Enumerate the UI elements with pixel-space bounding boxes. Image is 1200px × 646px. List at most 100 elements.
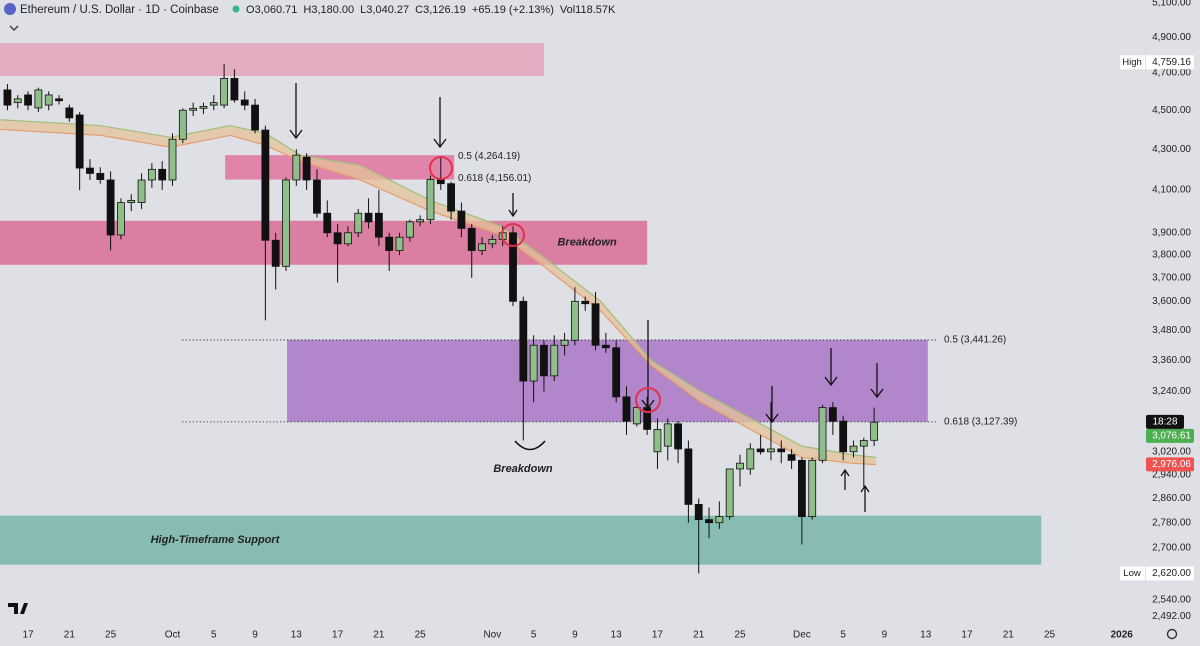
candle-body (550, 344, 559, 377)
candle-body (519, 300, 528, 382)
candle-body (560, 339, 569, 346)
x-tick-label: 21 (1003, 630, 1015, 641)
candle-body (777, 448, 786, 453)
y-tick-label: 4,700.00 (1152, 68, 1191, 79)
x-tick-label: 9 (882, 630, 888, 641)
price-tag (1146, 428, 1194, 443)
candle-body (44, 94, 53, 106)
fib-label: 0.618 (3,127.39) (944, 416, 1017, 427)
collapse-toggle[interactable] (9, 25, 19, 31)
candle-body (261, 129, 270, 241)
field-key: O (246, 4, 255, 16)
candle-body (478, 243, 486, 251)
candle-body (405, 221, 414, 238)
field-value: 3,126.19 (423, 4, 466, 16)
y-tick-label: 3,700.00 (1152, 272, 1191, 283)
price-tag-label: 3,076.61 (1152, 431, 1191, 442)
ma-line (0, 119, 877, 459)
candle-body (839, 420, 848, 453)
field-value: 118.57K (575, 4, 616, 16)
candle-body (540, 344, 548, 377)
candle-body (808, 459, 817, 517)
candle-body (591, 303, 600, 346)
arrow (508, 193, 518, 218)
candle-body (86, 167, 94, 174)
field-value: +65.19 (+2.13%) (472, 4, 554, 16)
candle-body (333, 232, 342, 245)
candle-body (364, 212, 373, 223)
tv-logo (8, 603, 28, 614)
candle-body (230, 78, 239, 101)
candle-body (354, 212, 363, 234)
candle-body (736, 462, 744, 470)
candle-body (436, 179, 445, 185)
arrow (765, 386, 779, 424)
candle-body (581, 300, 590, 305)
field-key: H (303, 4, 311, 16)
candle-body (117, 202, 125, 236)
candle-body (818, 407, 827, 461)
x-tick-label: Dec (793, 630, 811, 641)
candle-body (313, 179, 321, 214)
candle-body (199, 106, 208, 109)
x-tick-label: 17 (23, 630, 35, 641)
candle-body (251, 104, 259, 131)
x-tick-label: 13 (920, 630, 932, 641)
countdown: 18:28 (1152, 417, 1177, 428)
y-tick-label: 4,300.00 (1152, 144, 1191, 155)
footer-icons (8, 603, 1178, 640)
highlight-circle (429, 156, 453, 180)
x-tick-label: Nov (483, 630, 501, 641)
candle-body (694, 504, 703, 521)
arrow (824, 348, 838, 387)
candle-body (96, 172, 105, 180)
candle-body (282, 179, 290, 267)
y-tick-label: 4,900.00 (1152, 32, 1191, 43)
candle-body (663, 423, 672, 447)
status-dot (232, 5, 240, 13)
candle-body (467, 227, 476, 251)
x-tick-label: 25 (415, 630, 427, 641)
candle-body (158, 168, 167, 181)
y-tick-label: 4,100.00 (1152, 185, 1191, 196)
y-tick-label: 2,540.00 (1152, 595, 1191, 606)
y-tick-label: 5,100.00 (1152, 0, 1191, 9)
tag-name: Low (1123, 568, 1141, 579)
x-tick-label: Oct (165, 630, 181, 641)
field-key: C (415, 4, 423, 16)
x-tick-label: 25 (734, 630, 746, 641)
breakdown-curve (514, 440, 546, 451)
x-tick-label: 5 (531, 630, 537, 641)
x-tick-label: 9 (572, 630, 578, 641)
candle-body (870, 421, 879, 441)
annotations: Breakdown (289, 83, 884, 512)
candle-body (746, 448, 755, 470)
tag-box (1120, 55, 1145, 70)
tag-value-box (1146, 566, 1194, 581)
candle-body (55, 98, 63, 102)
candle-body (571, 300, 579, 341)
candle-body (674, 423, 682, 450)
candle-body (24, 94, 32, 106)
candle-body (416, 219, 425, 223)
candle-body (3, 89, 12, 106)
candle-body (344, 232, 352, 245)
field-key: L (360, 4, 366, 16)
y-tick-label: 2,860.00 (1152, 493, 1191, 504)
candle-body (705, 519, 713, 524)
fib-label: 0.618 (4,156.01) (458, 173, 531, 184)
tag-value: 4,759.16 (1152, 57, 1191, 68)
y-tick-label: 3,240.00 (1152, 386, 1191, 397)
x-tick-label: 21 (64, 630, 76, 641)
candle-body (715, 516, 724, 524)
candle-body (323, 212, 332, 234)
candle-body (828, 407, 837, 422)
candle-body (684, 448, 693, 505)
x-tick-label: 21 (373, 630, 385, 641)
y-tick-label: 2,700.00 (1152, 542, 1191, 553)
y-tick-label: 2,780.00 (1152, 517, 1191, 528)
tag-box (1120, 566, 1145, 581)
header: Ethereum / U.S. Dollar · 1D · Coinbase O… (4, 3, 616, 31)
settings-icon[interactable] (1166, 628, 1178, 640)
